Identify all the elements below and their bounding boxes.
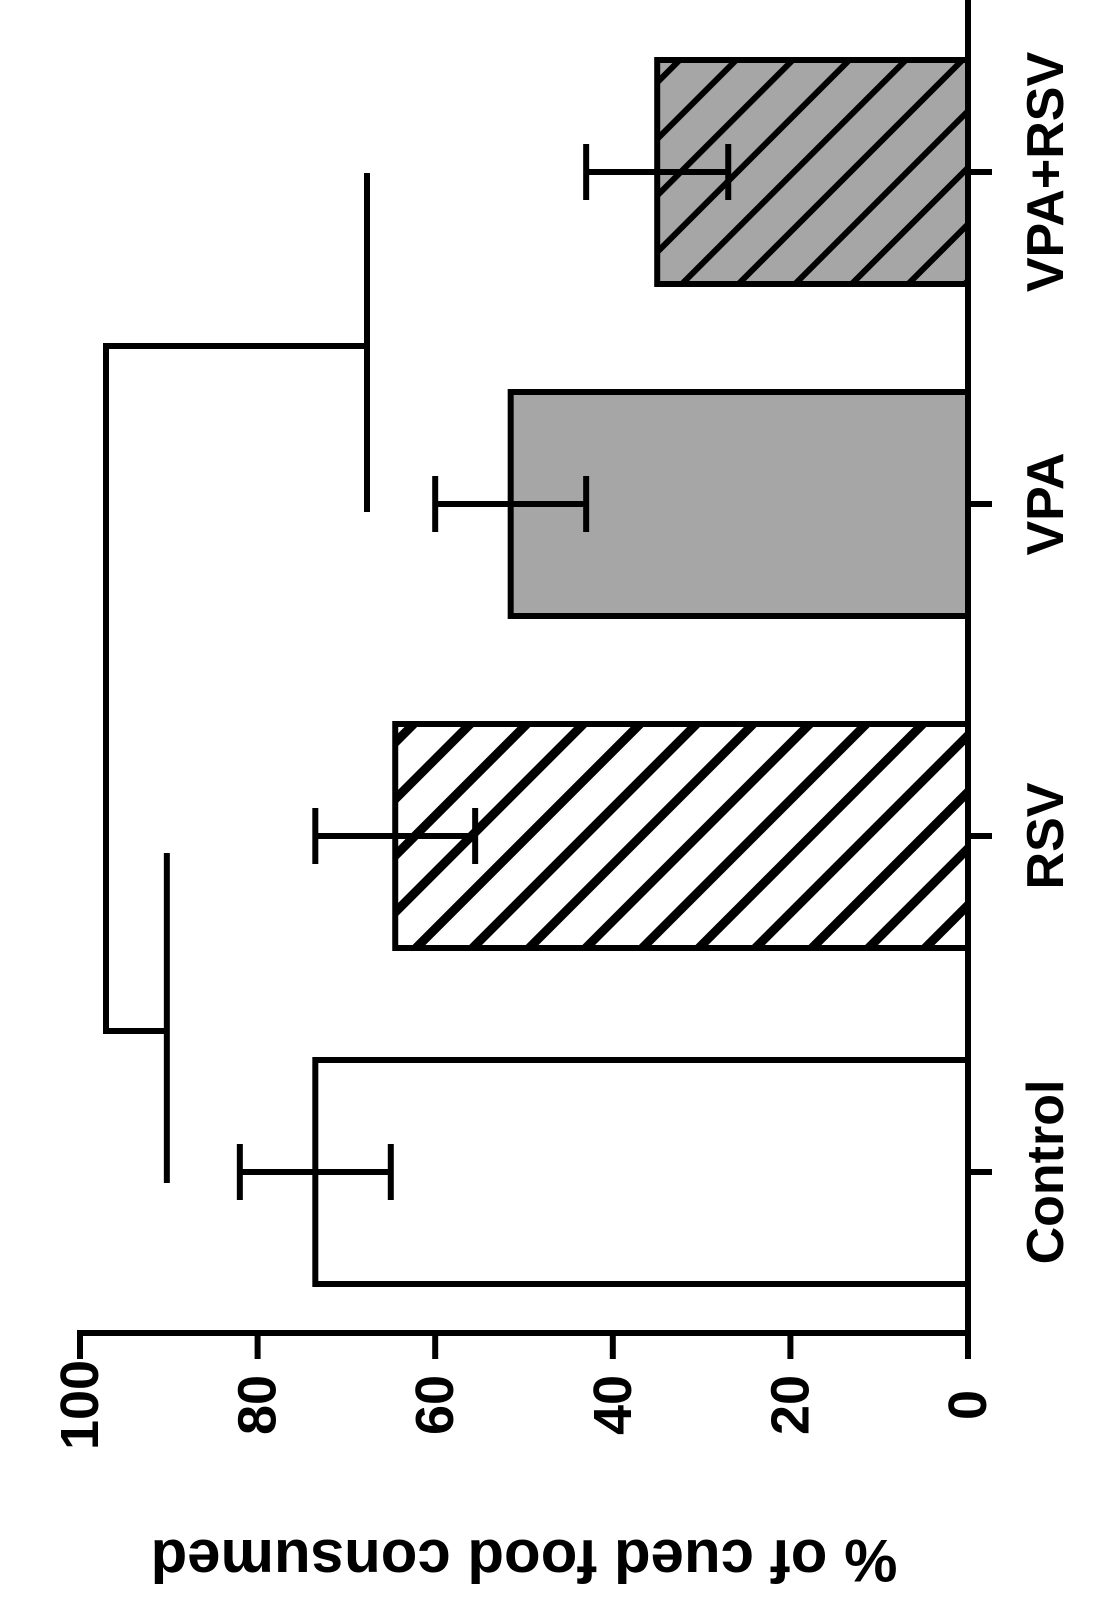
significance-star: * (0, 658, 48, 701)
category-tick-label: VPA (1017, 452, 1075, 555)
value-tick-label: 60 (405, 1375, 465, 1435)
category-tick-label: Control (1017, 1080, 1075, 1265)
value-tick-label: 20 (760, 1375, 820, 1435)
significance-bracket-bridge (103, 343, 367, 1034)
value-tick-label: 80 (228, 1375, 288, 1435)
category-tick-label: RSV (1017, 782, 1075, 889)
value-tick-label: 100 (50, 1360, 110, 1450)
value-tick-label: 0 (938, 1390, 998, 1420)
bar (392, 721, 971, 951)
value-axis-title: % of cued food consumed (151, 1527, 898, 1594)
value-tick-label: 40 (583, 1375, 643, 1435)
category-tick-label: VPA+RSV (1017, 52, 1075, 293)
bar (312, 1057, 971, 1287)
plot-area: Control RSV VPA VPA+RSV 0 20 40 60 80 100 % of cue… (0, 0, 1075, 1594)
